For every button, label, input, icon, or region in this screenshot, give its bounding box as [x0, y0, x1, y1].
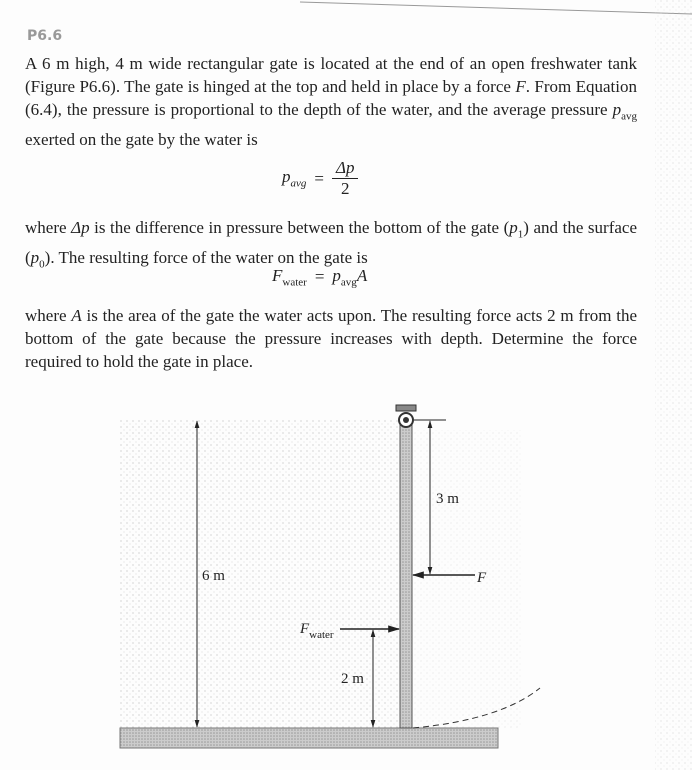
subscript: 1 [517, 228, 524, 241]
denominator: 2 [340, 179, 350, 198]
equation: pavg = Δp 2 [282, 158, 359, 199]
symbol: p [282, 167, 291, 187]
symbol: p [30, 248, 40, 268]
paragraph: where Δp is the difference in pressure b… [25, 216, 637, 277]
subscript: 0 [39, 258, 45, 271]
dimension-label: 2 m [341, 671, 364, 687]
operator: = [314, 168, 324, 188]
hinge-pin [403, 417, 409, 423]
gate [399, 419, 413, 729]
dimension-label: 6 m [202, 568, 225, 584]
subscript: avg [340, 276, 357, 289]
text: exerted on the gate by the water is [25, 130, 258, 150]
symbol: A [71, 306, 82, 325]
page-margin [655, 0, 692, 770]
operator: = [314, 267, 325, 287]
force-label: Fwater [299, 621, 334, 641]
subscript: water [282, 276, 307, 289]
text: . From Equation (6.4), the pressure is p… [25, 77, 637, 119]
symbol: F [272, 266, 283, 285]
text: A 6 m high, 4 m wide rectangular gate is… [25, 54, 637, 96]
water [120, 420, 400, 728]
symbol: p [509, 218, 518, 237]
numerator: Δp [331, 158, 359, 179]
symbol: Δp [71, 218, 90, 237]
paragraph: A 6 m high, 4 m wide rectangular gate is… [25, 52, 637, 151]
equation: Fwater = pavgA [272, 266, 367, 288]
background [412, 430, 522, 728]
text: ). The resulting force of the water on t… [44, 248, 368, 268]
symbol: F [515, 77, 526, 96]
text: is the area of the gate the water acts u… [25, 306, 638, 371]
text: is the difference in pressure between th… [89, 218, 510, 237]
paragraph: where A is the area of the gate the wate… [25, 304, 637, 373]
problem-id: P6.6 [27, 28, 63, 44]
force-label: F [476, 570, 487, 586]
symbol: F [299, 621, 310, 637]
symbol: A [356, 266, 368, 285]
text: where [25, 218, 72, 237]
text: ) and the surface ( [25, 218, 637, 268]
subscript: water [309, 629, 334, 641]
symbol: p [332, 266, 341, 285]
ground [119, 727, 499, 749]
text: where [25, 306, 72, 325]
fraction: Δp 2 [331, 158, 359, 199]
dimension-label: 3 m [436, 491, 459, 507]
hinge-mount [395, 404, 417, 412]
symbol: p [612, 100, 622, 119]
subscript: avg [290, 177, 307, 190]
subscript: avg [621, 110, 637, 123]
page-edge [299, 1, 692, 15]
swing-path [412, 687, 541, 729]
